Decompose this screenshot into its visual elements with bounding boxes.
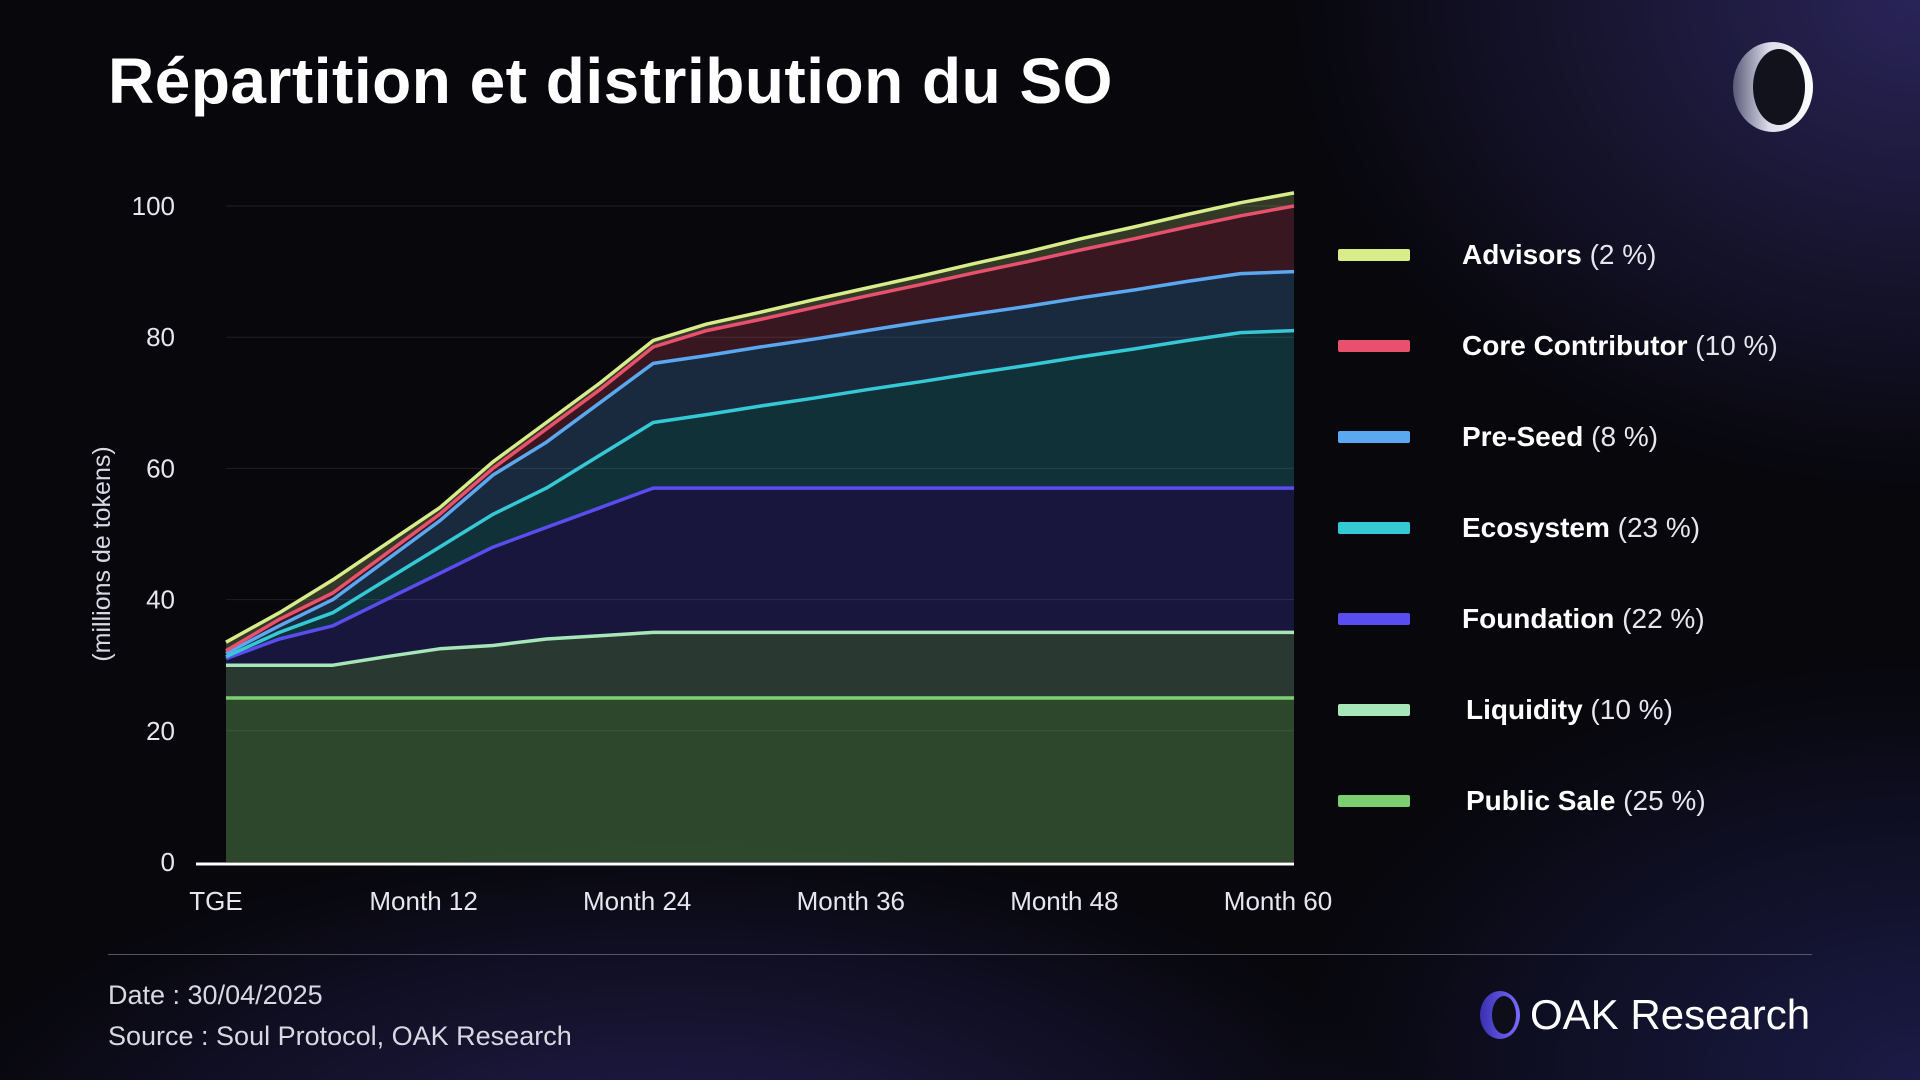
series-line-foundation xyxy=(225,486,1294,661)
legend-swatch xyxy=(1338,431,1410,443)
x-tick-label: Month 60 xyxy=(1224,886,1332,916)
legend-label: Ecosystem (23 %) xyxy=(1462,512,1700,544)
y-tick-labels: 0 20 40 60 80 100 xyxy=(132,191,175,877)
y-tick-label: 20 xyxy=(146,716,175,746)
legend-series-name: Foundation xyxy=(1462,603,1615,634)
legend-series-name: Ecosystem xyxy=(1462,512,1610,543)
grid-layer xyxy=(226,205,1294,732)
legend-percentage: (25 %) xyxy=(1615,785,1706,816)
area-band-liquidity xyxy=(226,632,1294,698)
legend-label: Advisors (2 %) xyxy=(1462,239,1657,271)
area-band-foundation xyxy=(226,488,1294,666)
legend-label: Foundation (22 %) xyxy=(1462,603,1705,635)
chart-legend: Advisors (2 %) Core Contributor (10 %) Pre… xyxy=(1338,0,1898,900)
legend-item-pre-seed: Pre-Seed (8 %) xyxy=(1338,417,1658,457)
legend-series-name: Public Sale xyxy=(1466,785,1616,816)
legend-percentage: (23 %) xyxy=(1609,512,1701,543)
x-tick-label: TGE xyxy=(189,886,242,916)
legend-percentage: (8 %) xyxy=(1583,421,1659,452)
area-band-ecosystem xyxy=(226,330,1294,659)
area-band-core-contributor xyxy=(226,206,1294,654)
x-tick-label: Month 12 xyxy=(369,886,477,916)
y-axis-label: (millions de tokens) xyxy=(88,446,116,661)
x-tick-label: Month 48 xyxy=(1010,886,1118,916)
legend-swatch xyxy=(1338,522,1410,534)
legend-series-name: Liquidity xyxy=(1466,694,1583,725)
legend-item-ecosystem: Ecosystem (23 %) xyxy=(1338,508,1700,548)
line-layer xyxy=(225,191,1295,700)
legend-label: Pre-Seed (8 %) xyxy=(1462,421,1658,453)
x-tick-label: Month 36 xyxy=(797,886,905,916)
y-tick-label: 60 xyxy=(146,453,175,483)
footer-source: Source : Soul Protocol, OAK Research xyxy=(108,1021,572,1051)
area-band-public-sale xyxy=(226,698,1294,862)
footer-divider xyxy=(108,954,1812,955)
legend-item-core-contributor: Core Contributor (10 %) xyxy=(1338,326,1778,366)
legend-percentage: (2 %) xyxy=(1581,239,1657,270)
legend-percentage: (22 %) xyxy=(1614,603,1705,634)
x-tick-labels: TGE Month 12 Month 24 Month 36 Month 48 Month… xyxy=(189,886,1332,916)
oak-ring-icon xyxy=(1733,42,1813,132)
y-tick-label: 80 xyxy=(146,322,175,352)
legend-percentage: (10 %) xyxy=(1687,330,1778,361)
brand-name-research: Research xyxy=(1630,991,1811,1038)
y-tick-label: 0 xyxy=(161,847,175,877)
legend-swatch xyxy=(1338,340,1410,352)
brand-logo: OAK Research xyxy=(1478,990,1810,1040)
series-line-liquidity xyxy=(226,630,1294,667)
series-line-ecosystem xyxy=(225,328,1295,659)
legend-series-name: Advisors xyxy=(1462,239,1582,270)
oak-brand-icon xyxy=(1480,991,1520,1039)
legend-swatch xyxy=(1338,795,1410,807)
footer-date: Date : 30/04/2025 xyxy=(108,980,323,1010)
y-tick-label: 40 xyxy=(146,585,175,615)
page-title: Répartition et distribution du SO xyxy=(108,45,1113,117)
legend-label: Core Contributor (10 %) xyxy=(1462,330,1778,362)
series-line-core-contributor xyxy=(225,204,1295,653)
legend-item-public-sale: Public Sale (25 %) xyxy=(1338,781,1706,821)
area-layer xyxy=(226,192,1294,862)
area-chart: 0 20 40 60 80 100 TGE Month 12 Month 24 Month 36… xyxy=(88,191,1332,916)
brand-name-oak: OAK xyxy=(1530,991,1619,1038)
legend-label: Public Sale (25 %) xyxy=(1466,785,1706,817)
x-tick-label: Month 24 xyxy=(583,886,691,916)
legend-percentage: (10 %) xyxy=(1582,694,1673,725)
series-line-pre-seed xyxy=(225,269,1295,655)
legend-item-advisors: Advisors (2 %) xyxy=(1338,235,1657,275)
y-tick-label: 100 xyxy=(132,191,175,221)
legend-item-foundation: Foundation (22 %) xyxy=(1338,599,1705,639)
legend-series-name: Pre-Seed xyxy=(1462,421,1584,452)
legend-swatch xyxy=(1338,249,1410,261)
legend-swatch xyxy=(1338,613,1410,625)
legend-label: Liquidity (10 %) xyxy=(1466,694,1673,726)
series-line-advisors xyxy=(225,191,1295,644)
legend-item-liquidity: Liquidity (10 %) xyxy=(1338,690,1673,730)
legend-series-name: Core Contributor xyxy=(1462,330,1688,361)
legend-swatch xyxy=(1338,704,1410,716)
